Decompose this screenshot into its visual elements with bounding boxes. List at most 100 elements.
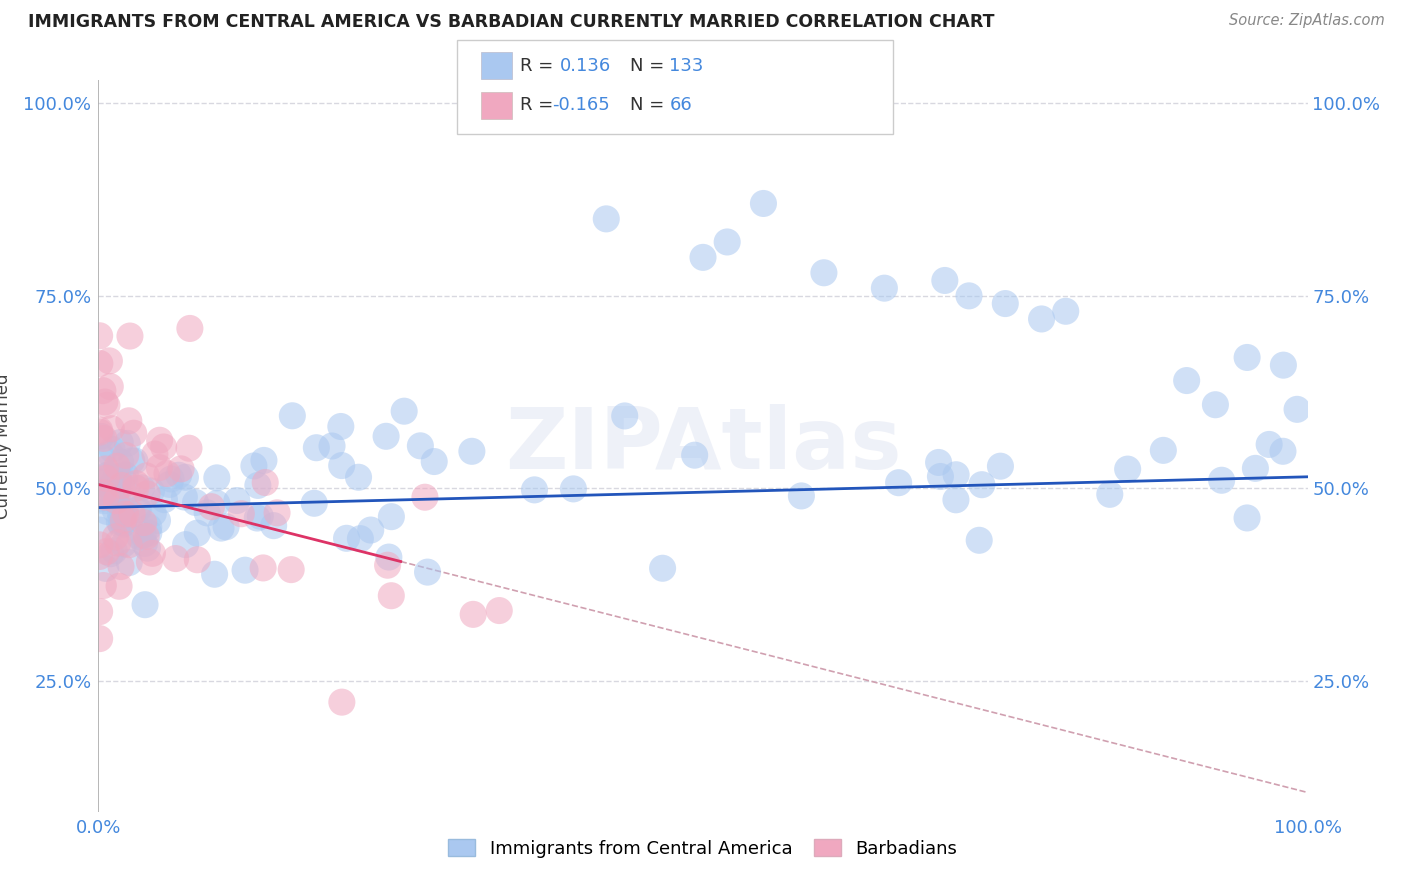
Point	[89, 425, 111, 439]
Point	[143, 447, 166, 461]
Point	[90, 475, 112, 489]
Text: R =: R =	[520, 57, 560, 75]
Point	[377, 558, 399, 573]
Point	[127, 502, 149, 516]
Point	[90, 429, 112, 443]
Point	[204, 567, 226, 582]
Point	[692, 251, 714, 265]
Point	[111, 478, 134, 492]
Point	[114, 507, 136, 521]
Point	[160, 472, 183, 486]
Point	[131, 481, 153, 495]
Point	[107, 481, 129, 495]
Point	[281, 409, 304, 423]
Point	[146, 514, 169, 528]
Point	[209, 521, 232, 535]
Point	[957, 289, 980, 303]
Point	[330, 458, 353, 473]
Point	[112, 537, 135, 551]
Point	[94, 395, 117, 409]
Point	[184, 495, 207, 509]
Point	[98, 446, 121, 460]
Point	[416, 565, 439, 579]
Point	[1211, 473, 1233, 487]
Point	[392, 404, 415, 418]
Point	[153, 492, 176, 507]
Point	[1286, 402, 1309, 417]
Point	[173, 490, 195, 504]
Point	[111, 515, 134, 529]
Point	[225, 493, 247, 508]
Point	[934, 273, 956, 287]
Point	[132, 516, 155, 530]
Point	[683, 448, 706, 462]
Point	[149, 434, 172, 448]
Point	[94, 491, 117, 505]
Text: Source: ZipAtlas.com: Source: ZipAtlas.com	[1229, 13, 1385, 29]
Point	[249, 509, 271, 524]
Point	[112, 516, 135, 531]
Point	[1258, 437, 1281, 451]
Point	[114, 449, 136, 463]
Legend: Immigrants from Central America, Barbadians: Immigrants from Central America, Barbadi…	[441, 832, 965, 865]
Point	[174, 470, 197, 484]
Point	[167, 468, 190, 483]
Point	[752, 196, 775, 211]
Point	[148, 460, 170, 475]
Point	[413, 490, 436, 504]
Point	[928, 455, 950, 469]
Point	[108, 579, 131, 593]
Point	[595, 211, 617, 226]
Point	[280, 563, 302, 577]
Point	[1116, 462, 1139, 476]
Point	[115, 508, 138, 523]
Point	[93, 431, 115, 445]
Point	[266, 506, 288, 520]
Text: R =: R =	[520, 96, 560, 114]
Point	[1204, 398, 1226, 412]
Point	[233, 563, 256, 577]
Point	[111, 510, 134, 524]
Point	[141, 546, 163, 560]
Point	[104, 503, 127, 517]
Point	[205, 471, 228, 485]
Point	[1272, 358, 1295, 372]
Text: -0.165: -0.165	[553, 96, 610, 114]
Point	[114, 467, 136, 482]
Text: IMMIGRANTS FROM CENTRAL AMERICA VS BARBADIAN CURRENTLY MARRIED CORRELATION CHART: IMMIGRANTS FROM CENTRAL AMERICA VS BARBA…	[28, 13, 994, 31]
Point	[994, 296, 1017, 310]
Point	[1236, 511, 1258, 525]
Point	[651, 561, 673, 575]
Point	[929, 469, 952, 483]
Point	[107, 469, 129, 483]
Point	[380, 509, 402, 524]
Point	[104, 492, 127, 507]
Point	[107, 536, 129, 550]
Point	[134, 536, 156, 550]
Point	[128, 530, 150, 544]
Point	[98, 379, 121, 393]
Point	[112, 513, 135, 527]
Point	[108, 515, 131, 529]
Point	[253, 453, 276, 467]
Point	[90, 484, 112, 499]
Point	[142, 507, 165, 521]
Point	[105, 459, 128, 474]
Point	[141, 483, 163, 498]
Point	[205, 496, 228, 510]
Point	[121, 507, 143, 521]
Point	[138, 520, 160, 534]
Text: 133: 133	[669, 57, 703, 75]
Point	[89, 328, 111, 343]
Point	[321, 439, 343, 453]
Point	[138, 555, 160, 569]
Point	[100, 422, 122, 436]
Point	[1152, 443, 1174, 458]
Point	[177, 441, 200, 455]
Point	[305, 441, 328, 455]
Point	[122, 426, 145, 441]
Point	[252, 561, 274, 575]
Point	[215, 520, 238, 534]
Point	[330, 695, 353, 709]
Point	[100, 547, 122, 561]
